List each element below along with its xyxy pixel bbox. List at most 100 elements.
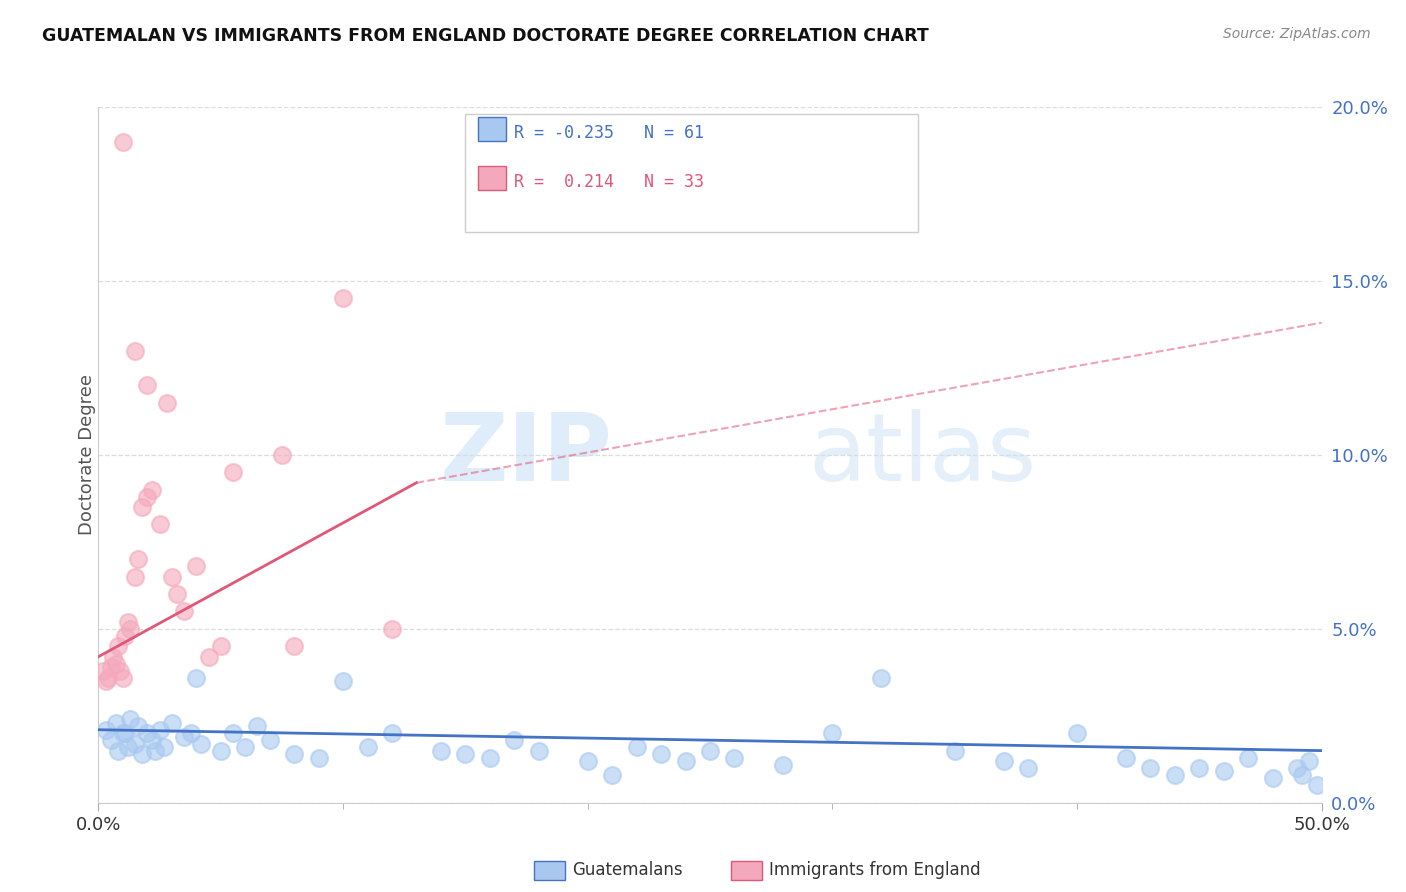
Point [283, 639, 305, 653]
Point [136, 378, 159, 392]
Point [173, 730, 195, 744]
Point [259, 733, 281, 747]
Bar [465, 114, 918, 232]
Point [149, 517, 172, 532]
Point [131, 747, 153, 761]
Text: Source: ZipAtlas.com: Source: ZipAtlas.com [1223, 27, 1371, 41]
Point [308, 750, 330, 764]
Point [675, 754, 697, 768]
Point [1286, 761, 1309, 775]
Point [156, 395, 179, 409]
Point [993, 754, 1015, 768]
FancyBboxPatch shape [478, 118, 506, 141]
Point [430, 744, 453, 758]
Point [454, 747, 477, 761]
Point [97, 671, 120, 685]
Point [1291, 768, 1313, 782]
Point [1237, 750, 1260, 764]
Point [117, 740, 139, 755]
Point [233, 740, 256, 755]
Point [127, 552, 149, 566]
Point [111, 671, 134, 685]
Point [160, 715, 183, 730]
Point [381, 622, 404, 636]
Point [141, 733, 163, 747]
Point [127, 719, 149, 733]
Point [270, 448, 294, 462]
Point [166, 587, 188, 601]
Point [186, 559, 208, 574]
Point [870, 671, 893, 685]
Point [650, 747, 672, 761]
Point [100, 660, 122, 674]
Text: R = -0.235   N = 61: R = -0.235 N = 61 [515, 124, 704, 143]
Point [124, 737, 146, 751]
Point [131, 500, 153, 514]
Point [478, 750, 501, 764]
Y-axis label: Doctorate Degree: Doctorate Degree [79, 375, 96, 535]
Text: ZIP: ZIP [439, 409, 612, 501]
Point [222, 726, 245, 740]
Point [821, 726, 844, 740]
Point [503, 733, 526, 747]
Point [1017, 761, 1039, 775]
Point [110, 664, 132, 678]
Text: GUATEMALAN VS IMMIGRANTS FROM ENGLAND DOCTORATE DEGREE CORRELATION CHART: GUATEMALAN VS IMMIGRANTS FROM ENGLAND DO… [42, 27, 929, 45]
Text: Guatemalans: Guatemalans [572, 861, 683, 879]
Text: atlas: atlas [808, 409, 1036, 501]
Point [1212, 764, 1234, 779]
Point [1115, 750, 1137, 764]
Point [149, 723, 172, 737]
Point [1306, 778, 1329, 792]
Point [143, 744, 166, 758]
Point [107, 639, 129, 653]
Point [1066, 726, 1088, 740]
Point [1261, 772, 1284, 786]
Point [246, 719, 269, 733]
Point [1139, 761, 1161, 775]
Point [120, 622, 142, 636]
Point [1298, 754, 1320, 768]
Point [136, 490, 159, 504]
Point [283, 747, 305, 761]
Point [197, 649, 219, 664]
Point [104, 715, 127, 730]
Point [600, 768, 623, 782]
Point [91, 664, 114, 678]
Point [94, 723, 117, 737]
Point [101, 649, 124, 664]
Point [332, 674, 354, 689]
Point [141, 483, 163, 497]
Point [772, 757, 794, 772]
Point [100, 733, 122, 747]
Point [527, 744, 550, 758]
Point [190, 737, 212, 751]
Point [124, 570, 146, 584]
Point [699, 744, 721, 758]
Point [124, 343, 146, 358]
Point [94, 674, 117, 689]
Point [626, 740, 648, 755]
Point [356, 740, 378, 755]
Point [723, 750, 745, 764]
Text: Immigrants from England: Immigrants from England [769, 861, 981, 879]
Point [173, 605, 195, 619]
Point [1164, 768, 1187, 782]
Point [153, 740, 176, 755]
Point [136, 726, 159, 740]
Point [111, 726, 134, 740]
Point [120, 712, 142, 726]
Point [1188, 761, 1211, 775]
Point [186, 671, 208, 685]
Point [104, 657, 127, 671]
Point [180, 726, 202, 740]
Point [332, 291, 354, 305]
Point [209, 639, 232, 653]
Point [114, 629, 136, 643]
Point [209, 744, 232, 758]
Point [222, 466, 245, 480]
Point [943, 744, 966, 758]
Point [381, 726, 404, 740]
Point [107, 744, 129, 758]
FancyBboxPatch shape [478, 166, 506, 190]
